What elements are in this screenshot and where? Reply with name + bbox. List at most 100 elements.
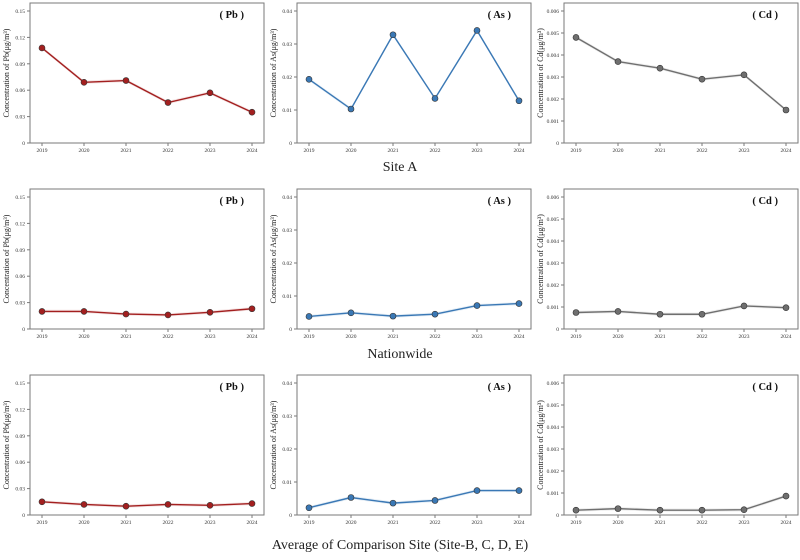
x-tick-label: 2019 bbox=[571, 520, 582, 526]
data-point bbox=[698, 310, 706, 318]
chart-svg: 0 0.01 0.02 0.03 0.04 2019 2020 2021 2022 2023 202… bbox=[269, 188, 532, 340]
data-point bbox=[572, 34, 580, 41]
y-tick-label: 0.01 bbox=[282, 294, 292, 300]
y-tick-label: 0.15 bbox=[15, 9, 25, 15]
y-tick-label: 0.006 bbox=[547, 9, 560, 15]
chart-svg: 0 0.03 0.06 0.09 0.12 0.15 2019 2020 2021 2022 202… bbox=[2, 374, 265, 526]
chart-nationwide-cd: 0 0.001 0.002 0.003 0.004 0.005 0.006 2019 2020 2… bbox=[534, 186, 800, 346]
data-point bbox=[782, 304, 790, 311]
x-tick-label: 2021 bbox=[655, 520, 666, 526]
y-tick-label: 0.03 bbox=[15, 115, 25, 121]
series-line bbox=[308, 489, 519, 509]
data-point bbox=[389, 499, 397, 507]
y-tick-label: 0.03 bbox=[15, 487, 25, 493]
data-point bbox=[515, 97, 523, 105]
y-axis-label: Concentration of Cd(μg/m³) bbox=[536, 400, 545, 490]
element-title: ( As ) bbox=[488, 196, 512, 207]
series-line bbox=[308, 29, 520, 111]
x-tick-label: 2019 bbox=[304, 334, 315, 340]
x-tick-label: 2024 bbox=[247, 148, 258, 154]
data-point bbox=[80, 308, 88, 315]
data-point bbox=[431, 310, 439, 318]
chart-site-a-as: 0 0.01 0.02 0.03 0.04 2019 2020 2021 2022 2023 202… bbox=[267, 0, 547, 160]
data-point bbox=[431, 95, 439, 102]
element-title: ( As ) bbox=[488, 10, 512, 21]
x-tick-label: 2021 bbox=[655, 148, 666, 154]
x-tick-label: 2020 bbox=[79, 148, 90, 154]
plot-frame bbox=[29, 188, 265, 330]
x-tick-label: 2019 bbox=[571, 148, 582, 154]
y-axis-label: Concentration of Cd(μg/m³) bbox=[536, 28, 545, 118]
y-tick-label: 0.002 bbox=[547, 283, 560, 289]
chart-svg: 0 0.01 0.02 0.03 0.04 2019 2020 2021 2022 2023 202… bbox=[269, 374, 532, 526]
chart-svg: 0 0.03 0.06 0.09 0.12 0.15 2019 2020 2021 2022 202… bbox=[2, 188, 265, 340]
data-point bbox=[614, 308, 622, 315]
x-tick-label: 2024 bbox=[514, 334, 525, 340]
x-tick-label: 2020 bbox=[346, 334, 357, 340]
x-tick-label: 2022 bbox=[697, 334, 708, 340]
element-title: ( Pb ) bbox=[220, 382, 245, 393]
series-line bbox=[575, 495, 787, 511]
data-point bbox=[122, 310, 130, 318]
y-tick-label: 0.004 bbox=[547, 425, 560, 431]
series-band bbox=[576, 494, 786, 512]
x-tick-label: 2023 bbox=[472, 148, 483, 154]
y-tick-label: 0.01 bbox=[282, 108, 292, 114]
x-tick-label: 2020 bbox=[79, 334, 90, 340]
chart-svg: 0 0.001 0.002 0.003 0.004 0.005 0.006 2019 2020 2… bbox=[536, 188, 799, 340]
y-tick-label: 0.12 bbox=[15, 35, 25, 41]
data-point bbox=[206, 89, 214, 97]
element-title: ( As ) bbox=[488, 382, 512, 393]
element-title: ( Cd ) bbox=[752, 10, 778, 21]
y-tick-label: 0.04 bbox=[282, 195, 292, 201]
element-title: ( Cd ) bbox=[752, 196, 778, 207]
data-point bbox=[698, 75, 706, 83]
data-point bbox=[656, 310, 664, 318]
data-point bbox=[740, 302, 748, 310]
y-tick-label: 0.12 bbox=[15, 221, 25, 227]
x-tick-label: 2024 bbox=[781, 334, 792, 340]
y-axis-label: Concentration of As(μg/m³) bbox=[269, 400, 278, 489]
chart-svg: 0 0.001 0.002 0.003 0.004 0.005 0.006 2019 2020 2… bbox=[536, 2, 799, 154]
y-tick-label: 0.12 bbox=[15, 407, 25, 413]
plot-frame bbox=[563, 188, 799, 330]
data-point bbox=[431, 497, 439, 504]
data-point bbox=[740, 71, 748, 79]
x-tick-label: 2023 bbox=[472, 334, 483, 340]
data-point bbox=[80, 78, 88, 86]
series-line bbox=[308, 302, 520, 318]
x-tick-label: 2021 bbox=[388, 334, 399, 340]
y-tick-label: 0.006 bbox=[547, 195, 560, 201]
data-point bbox=[122, 502, 130, 510]
y-axis-label: Concentration of Pb(μg/m³) bbox=[2, 400, 11, 489]
data-point bbox=[305, 504, 313, 512]
y-tick-label: 0.03 bbox=[282, 228, 292, 234]
plot-frame bbox=[29, 374, 265, 516]
x-tick-label: 2019 bbox=[571, 334, 582, 340]
y-tick-label: 0 bbox=[289, 327, 292, 333]
row-caption-nationwide: Nationwide bbox=[367, 347, 433, 362]
x-tick-label: 2022 bbox=[430, 148, 441, 154]
data-point bbox=[572, 309, 580, 316]
x-tick-label: 2022 bbox=[430, 520, 441, 526]
y-tick-label: 0.003 bbox=[547, 261, 560, 267]
y-tick-label: 0.02 bbox=[282, 447, 292, 453]
x-tick-label: 2020 bbox=[346, 520, 357, 526]
y-tick-label: 0 bbox=[556, 141, 559, 147]
x-tick-label: 2021 bbox=[388, 148, 399, 154]
x-tick-label: 2024 bbox=[247, 520, 258, 526]
series-line bbox=[42, 308, 253, 316]
data-point bbox=[782, 492, 790, 500]
y-axis-label: Concentration of As(μg/m³) bbox=[269, 214, 278, 303]
data-point bbox=[572, 506, 580, 514]
x-tick-label: 2021 bbox=[121, 520, 132, 526]
series-band bbox=[42, 307, 252, 317]
x-tick-label: 2019 bbox=[304, 148, 315, 154]
x-tick-label: 2020 bbox=[79, 520, 90, 526]
chart-nationwide-pb: 0 0.03 0.06 0.09 0.12 0.15 2019 2020 2021 2022 202… bbox=[0, 186, 280, 346]
y-tick-label: 0 bbox=[289, 141, 292, 147]
chart-comparison-as: 0 0.01 0.02 0.03 0.04 2019 2020 2021 2022 2023 202… bbox=[267, 372, 547, 532]
x-tick-label: 2021 bbox=[121, 334, 132, 340]
series-line bbox=[41, 47, 253, 113]
x-tick-label: 2024 bbox=[781, 148, 792, 154]
